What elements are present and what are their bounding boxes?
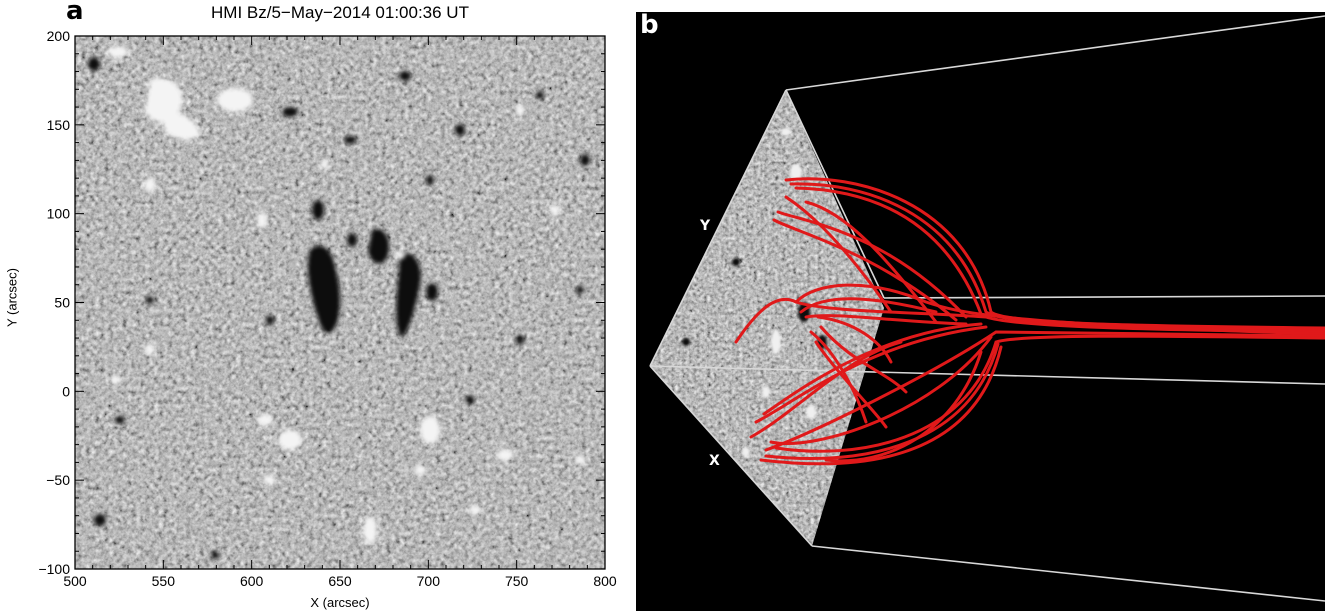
field-line bbox=[824, 350, 983, 463]
y-tick-label: 200 bbox=[47, 28, 71, 44]
field-line bbox=[794, 283, 1325, 336]
field-line bbox=[809, 330, 868, 424]
field-line bbox=[764, 330, 1325, 452]
y-tick-label: 150 bbox=[47, 117, 71, 133]
magnetogram-image bbox=[75, 36, 605, 569]
y-tick-label: 0 bbox=[62, 383, 70, 399]
x-tick-label: 650 bbox=[328, 573, 352, 589]
y-tick-label: −100 bbox=[38, 561, 70, 577]
x-tick-label: 500 bbox=[63, 573, 87, 589]
field-line bbox=[734, 297, 1325, 344]
panel-a-letter: a bbox=[66, 0, 84, 26]
panel-b: b Y X bbox=[636, 12, 1325, 611]
field-line bbox=[814, 340, 888, 429]
field-line bbox=[794, 186, 983, 316]
panel-b-y-axis-label: Y bbox=[700, 218, 711, 234]
field-line-render bbox=[649, 15, 1325, 602]
x-tick-label: 700 bbox=[417, 573, 441, 589]
field-line bbox=[819, 325, 908, 394]
field-line bbox=[816, 315, 893, 364]
panel-a-x-axis-label: X (arcsec) bbox=[310, 595, 370, 610]
panel-a-title: HMI Bz/5−May−2014 01:00:36 UT bbox=[211, 3, 469, 22]
x-tick-label: 750 bbox=[505, 573, 529, 589]
y-tick-label: −50 bbox=[46, 472, 70, 488]
y-tick-label: 50 bbox=[54, 295, 70, 311]
field-line bbox=[759, 345, 1003, 466]
magnetogram-face bbox=[650, 90, 884, 546]
panel-a: a HMI Bz/5−May−2014 01:00:36 UT Y (arcse… bbox=[0, 0, 632, 611]
x-tick-label: 800 bbox=[593, 573, 617, 589]
field-line bbox=[776, 210, 968, 319]
panel-b-x-axis-label: X bbox=[709, 453, 720, 469]
field-line bbox=[774, 334, 1325, 453]
x-tick-label: 550 bbox=[152, 573, 176, 589]
field-line bbox=[799, 297, 938, 314]
x-tick-label: 600 bbox=[240, 573, 264, 589]
field-line bbox=[784, 177, 1325, 330]
magnetic-field-lines bbox=[734, 177, 1325, 466]
y-tick-label: 100 bbox=[47, 206, 71, 222]
field-line bbox=[762, 322, 983, 416]
field-line bbox=[769, 335, 993, 445]
panel-b-letter: b bbox=[640, 12, 659, 40]
